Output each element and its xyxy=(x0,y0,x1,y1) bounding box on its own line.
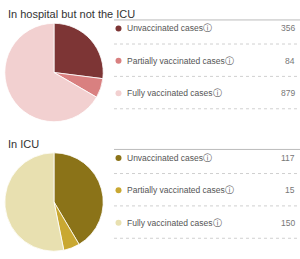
svg-text:Fully vaccinated casesⓘ: Fully vaccinated casesⓘ xyxy=(127,218,222,228)
svg-text:Partially vaccinated casesⓘ: Partially vaccinated casesⓘ xyxy=(127,185,234,195)
svg-text:Unvaccinated casesⓘ: Unvaccinated casesⓘ xyxy=(127,23,212,33)
svg-text:In ICU: In ICU xyxy=(8,138,39,150)
svg-text:Unvaccinated casesⓘ: Unvaccinated casesⓘ xyxy=(127,153,212,163)
svg-text:In hospital but not the ICU: In hospital but not the ICU xyxy=(8,8,135,20)
svg-text:356: 356 xyxy=(281,23,295,33)
svg-text:117: 117 xyxy=(281,153,295,163)
svg-text:Partially vaccinated casesⓘ: Partially vaccinated casesⓘ xyxy=(127,56,234,66)
svg-text:15: 15 xyxy=(285,185,295,195)
svg-text:150: 150 xyxy=(281,218,295,228)
svg-text:Fully vaccinated casesⓘ: Fully vaccinated casesⓘ xyxy=(127,88,222,98)
svg-text:879: 879 xyxy=(281,88,295,98)
svg-text:84: 84 xyxy=(285,56,295,66)
